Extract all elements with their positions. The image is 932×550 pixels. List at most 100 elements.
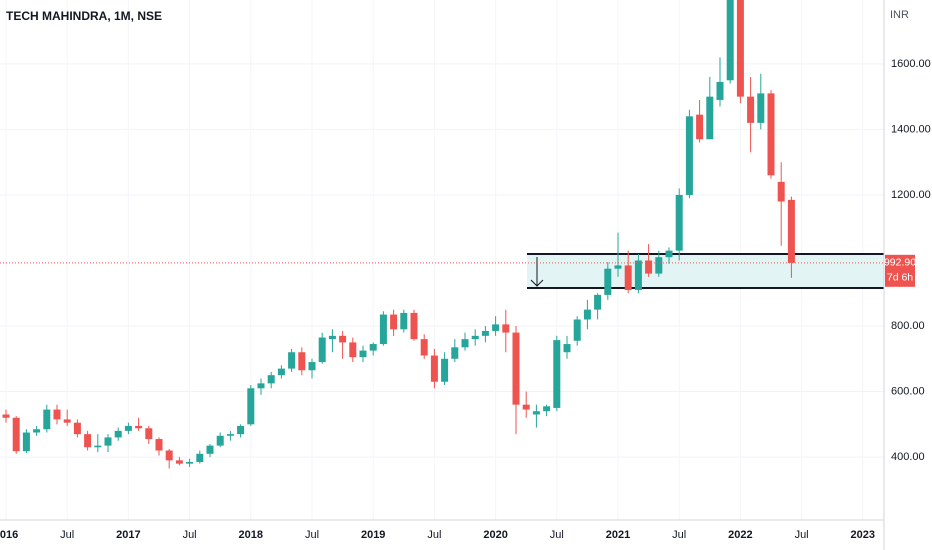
- candle-body: [277, 368, 285, 376]
- candle-body: [655, 257, 663, 274]
- x-tick-label: 2018: [239, 529, 263, 541]
- candle-body: [502, 324, 510, 333]
- candle-body: [736, 0, 744, 97]
- candle-body: [349, 342, 357, 358]
- x-tick-label: Jul: [60, 529, 74, 541]
- candle-body: [369, 344, 377, 351]
- candle-body: [359, 350, 367, 358]
- candle-body: [532, 411, 540, 415]
- candle-body: [165, 450, 173, 461]
- candle-body: [563, 344, 571, 353]
- candle-body: [339, 335, 347, 343]
- x-tick-label: Jul: [795, 529, 809, 541]
- candle-body: [481, 330, 489, 336]
- candles: [2, 0, 795, 469]
- candle-body: [543, 406, 551, 412]
- candle-body: [767, 93, 775, 176]
- axes: 400.00 600.00 800.00 1200.00 1400.00 1600.00 2…: [0, 58, 931, 541]
- candle-body: [22, 432, 30, 452]
- candle-body: [614, 265, 622, 269]
- candle-body: [84, 434, 92, 448]
- x-tick-label: 2023: [851, 529, 875, 541]
- candle-body: [43, 409, 51, 430]
- candle-body: [33, 429, 41, 433]
- candle-body: [298, 352, 306, 371]
- candle-body: [186, 462, 194, 464]
- candle-body: [553, 340, 561, 408]
- y-tick-label: 1600.00: [891, 58, 931, 70]
- candle-body: [379, 314, 387, 345]
- y-tick-label: 1400.00: [891, 123, 931, 135]
- grid: [0, 63, 884, 458]
- candle-body: [624, 265, 632, 290]
- candle-body: [747, 96, 755, 123]
- x-tick-label: Jul: [305, 529, 319, 541]
- x-tick-label: Jul: [672, 529, 686, 541]
- candle-body: [716, 81, 724, 100]
- last-price-label: 992.90: [884, 257, 916, 269]
- candle-body: [706, 96, 714, 140]
- x-tick-label: Jul: [427, 529, 441, 541]
- x-tick-label: 2020: [483, 529, 507, 541]
- candle-body: [196, 453, 204, 463]
- x-tick-label: 2016: [0, 529, 18, 541]
- candle-body: [573, 319, 581, 341]
- candle-body: [594, 294, 602, 310]
- candle-body: [288, 352, 296, 369]
- zone-fill: [527, 254, 884, 288]
- candle-body: [53, 409, 61, 420]
- candle-body: [308, 362, 316, 371]
- candle-body: [726, 0, 734, 81]
- candle-body: [645, 260, 653, 274]
- candle-body: [12, 417, 20, 452]
- y-tick-label: 400.00: [891, 451, 925, 463]
- candle-body: [390, 314, 398, 330]
- candle-body: [63, 419, 71, 423]
- candle-body: [124, 425, 132, 431]
- countdown-label: 7d 6h: [887, 272, 913, 284]
- candle-body: [104, 437, 112, 446]
- candle-body: [777, 181, 785, 202]
- x-tick-label: Jul: [550, 529, 564, 541]
- candle-body: [145, 428, 153, 440]
- y-tick-label: 800.00: [891, 320, 925, 332]
- candle-body: [461, 339, 469, 348]
- candle-body: [675, 194, 683, 251]
- candle-body: [522, 404, 530, 410]
- x-tick-label: 2022: [728, 529, 752, 541]
- candle-body: [135, 425, 143, 429]
- candle-body: [206, 445, 214, 454]
- currency: INR: [890, 9, 909, 21]
- candle-body: [73, 422, 81, 435]
- candle-body: [696, 114, 704, 140]
- candle-body: [604, 268, 612, 295]
- y-tick-label: 600.00: [891, 385, 925, 397]
- candle-body: [247, 388, 255, 425]
- candle-body: [512, 332, 520, 405]
- candle-body: [2, 414, 10, 418]
- candle-body: [685, 116, 693, 195]
- arrow-head: [530, 279, 544, 287]
- candle-body: [665, 250, 673, 258]
- candle-body: [471, 335, 479, 340]
- candle-body: [175, 460, 183, 464]
- x-tick-label: 2021: [606, 529, 630, 541]
- candle-body: [757, 93, 765, 123]
- last-price-box: [885, 254, 915, 287]
- candle-body: [430, 355, 438, 382]
- candle-body: [257, 383, 265, 389]
- x-tick-label: 2019: [361, 529, 385, 541]
- candle-body: [441, 358, 449, 382]
- candle-body: [216, 435, 224, 446]
- candle-body: [410, 312, 418, 340]
- candle-body: [237, 425, 245, 435]
- candle-body: [267, 375, 275, 384]
- candle-body: [451, 347, 459, 359]
- candle-body: [155, 439, 163, 451]
- candle-body: [318, 337, 326, 363]
- x-tick-label: 2017: [116, 529, 140, 541]
- candle-body: [328, 335, 336, 340]
- x-tick-label: Jul: [183, 529, 197, 541]
